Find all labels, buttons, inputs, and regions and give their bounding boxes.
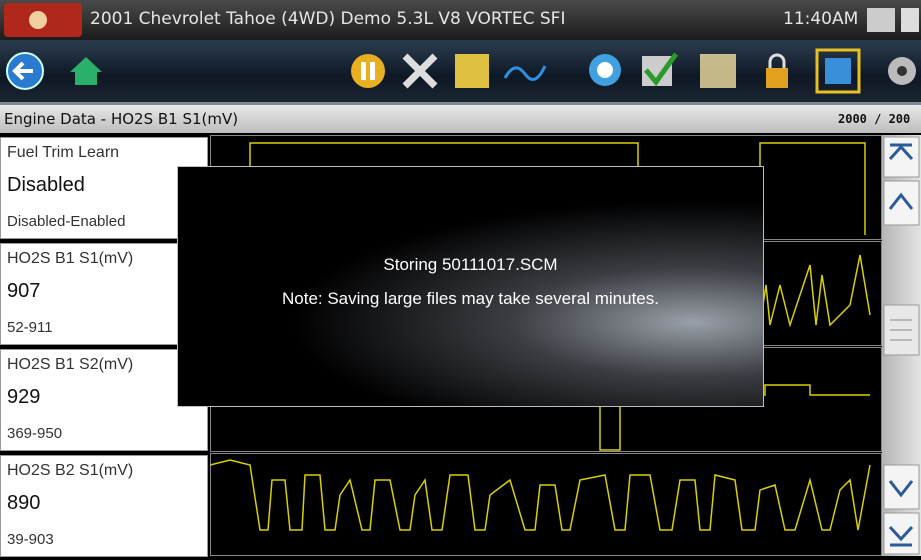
save-button[interactable] <box>817 50 859 92</box>
clear-button[interactable] <box>405 56 435 86</box>
title-bar: 2001 Chevrolet Tahoe (4WD) Demo 5.3L V8 … <box>0 0 921 40</box>
back-button[interactable] <box>7 53 43 89</box>
pause-button[interactable] <box>351 54 385 88</box>
parameter-range: 52-911 <box>7 319 53 336</box>
parameter-value: 907 <box>7 280 40 303</box>
parameter-name: HO2S B1 S2(mV) <box>7 356 133 374</box>
parameter-name: HO2S B1 S1(mV) <box>7 250 133 268</box>
parameter-value: 890 <box>7 492 40 515</box>
scroll-thumb[interactable] <box>884 305 919 355</box>
parameter-name: HO2S B2 S1(mV) <box>7 462 133 480</box>
home-button[interactable] <box>70 57 102 85</box>
down-button[interactable] <box>884 465 919 509</box>
toolbar-icons <box>0 40 921 102</box>
settings-button[interactable] <box>888 57 916 85</box>
dialog-title: Storing 50111017.SCM <box>178 255 763 275</box>
page-up-button[interactable] <box>884 137 919 177</box>
view-title: Engine Data - HO2S B1 S1(mV) <box>4 110 238 128</box>
parameter-range: 39-903 <box>7 531 54 548</box>
parameter-range: 369-950 <box>7 425 62 442</box>
vehicle-title: 2001 Chevrolet Tahoe (4WD) Demo 5.3L V8 … <box>90 9 565 29</box>
graph-button[interactable] <box>505 66 545 79</box>
app-icon <box>4 3 84 37</box>
screen: {"header": {"title": "2001 Chevrolet Tah… <box>0 0 921 556</box>
scroll-controls <box>882 135 921 556</box>
save-dialog: Storing 50111017.SCM Note: Saving large … <box>177 166 764 407</box>
subheader: Engine Data - HO2S B1 S1(mV) 2000 / 200 <box>0 105 921 133</box>
status-icons <box>865 6 921 34</box>
page-down-button[interactable] <box>884 513 919 554</box>
parameter-value: 929 <box>7 386 40 409</box>
up-button[interactable] <box>884 181 919 225</box>
parameter-name: Fuel Trim Learn <box>7 144 119 162</box>
percent-button[interactable] <box>700 54 736 88</box>
parameter-value: Disabled <box>7 174 85 197</box>
dialog-message: Note: Saving large files may take severa… <box>178 289 763 309</box>
zoom-button[interactable] <box>589 54 621 86</box>
parameter-panel[interactable]: HO2S B2 S1(mV) 890 39-903 <box>0 455 208 557</box>
frame-counter: 2000 / 200 <box>838 112 910 126</box>
sort-button[interactable] <box>455 54 489 88</box>
toolbar <box>0 40 921 102</box>
clock: 11:40AM <box>783 9 858 29</box>
lock-button[interactable] <box>766 55 788 88</box>
parameter-range: Disabled-Enabled <box>7 213 125 230</box>
check-button[interactable] <box>642 54 676 86</box>
scrollbar <box>882 135 921 556</box>
